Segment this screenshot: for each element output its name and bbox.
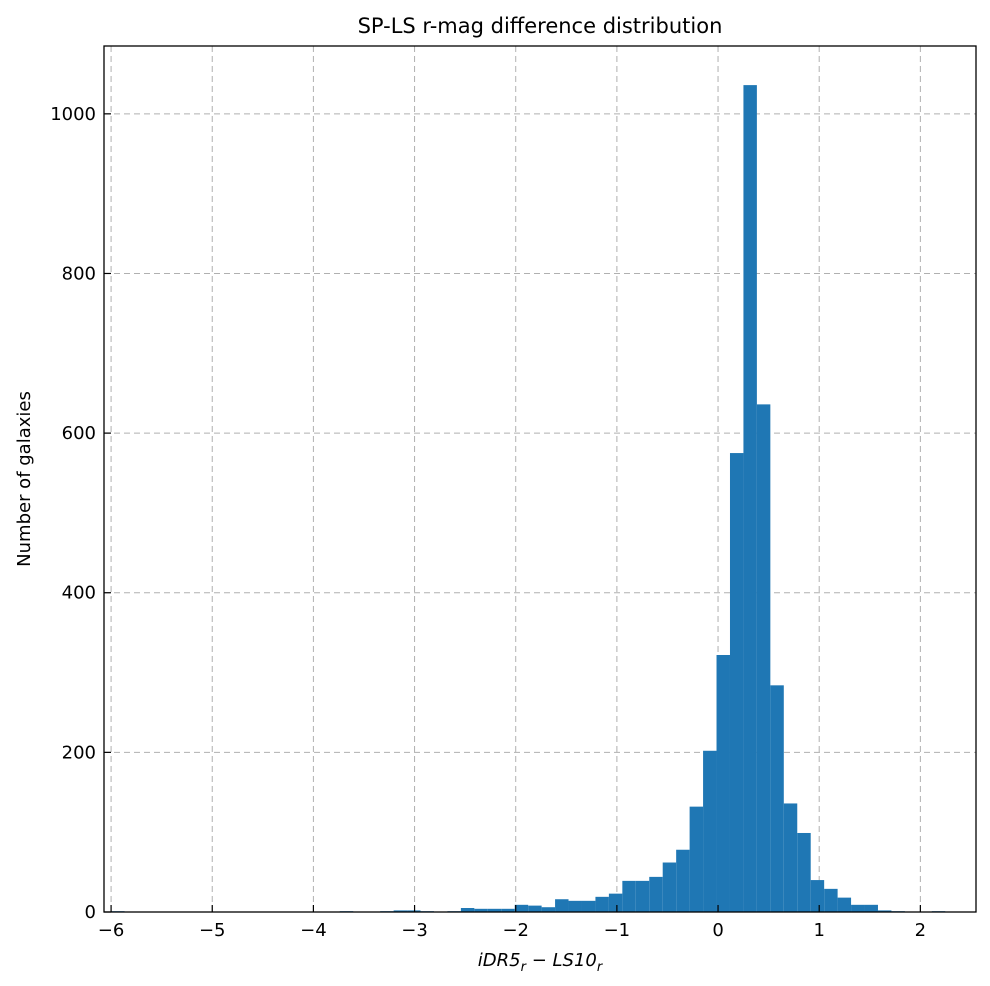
y-tick-label: 600 — [62, 423, 96, 444]
histogram-bar — [837, 897, 852, 912]
histogram-bar — [824, 888, 838, 912]
x-tick-label: −6 — [98, 920, 125, 941]
y-axis-label: Number of galaxies — [14, 391, 35, 567]
histogram-bar — [635, 880, 650, 912]
histogram-bar — [649, 876, 663, 912]
x-tick-label: 1 — [813, 920, 824, 941]
y-tick-label: 400 — [62, 583, 96, 604]
axis-ticks — [104, 113, 921, 913]
histogram-bar — [877, 910, 892, 912]
histogram-bar — [407, 910, 421, 912]
x-tick-label: −1 — [604, 920, 631, 941]
histogram-bar — [581, 900, 596, 912]
histogram-bar — [474, 908, 488, 912]
histogram-bar — [743, 85, 757, 912]
x-axis-label: iDR5r − LS10r — [478, 950, 604, 975]
tick-labels: −6 −5 −4 −3 −2 −1 0 1 2 0 200 400 600 800 1000 — [50, 104, 926, 941]
histogram-bar — [703, 750, 717, 912]
histogram-bar — [528, 905, 542, 912]
x-tick-label: 2 — [915, 920, 926, 941]
histogram-bar — [460, 908, 475, 912]
x-tick-label: −3 — [401, 920, 428, 941]
histogram-bar — [487, 908, 502, 912]
histogram-bar — [541, 907, 556, 912]
grid — [104, 46, 976, 913]
histogram-bar — [622, 880, 636, 912]
histogram-bar — [501, 908, 515, 912]
histogram-bar — [770, 685, 784, 912]
y-tick-label: 0 — [85, 902, 96, 923]
histogram-bar — [662, 862, 677, 912]
histogram-bar — [676, 849, 690, 912]
chart-title: SP-LS r-mag difference distribution — [358, 14, 723, 38]
x-label-operator: − — [526, 950, 553, 971]
histogram-bar — [689, 806, 704, 912]
histogram-bars — [111, 85, 946, 912]
histogram-bar — [864, 904, 878, 912]
y-tick-label: 800 — [62, 263, 96, 284]
x-tick-label: −2 — [502, 920, 529, 941]
histogram-bar — [851, 904, 865, 912]
histogram-bar — [810, 880, 825, 912]
y-tick-label: 1000 — [50, 104, 96, 125]
histogram-bar — [595, 896, 609, 912]
x-tick-label: −5 — [199, 920, 226, 941]
x-label-term-a: iDR5 — [478, 950, 521, 971]
histogram-bar — [783, 803, 798, 912]
histogram-bar — [797, 832, 811, 912]
histogram-bar — [568, 900, 582, 912]
x-label-sub-a: r — [521, 960, 528, 975]
x-label-sub-b: r — [597, 960, 604, 975]
histogram-bar — [608, 893, 623, 912]
x-label-term-b: LS10 — [553, 950, 597, 971]
histogram-bar — [729, 453, 744, 912]
y-tick-label: 200 — [62, 742, 96, 763]
histogram-bar — [555, 899, 569, 912]
histogram-bar — [716, 654, 730, 912]
x-tick-label: 0 — [712, 920, 723, 941]
histogram-bar — [514, 904, 529, 912]
histogram-bar — [393, 910, 408, 912]
x-tick-label: −4 — [300, 920, 327, 941]
plot-frame — [103, 45, 977, 913]
histogram-bar — [756, 404, 771, 912]
